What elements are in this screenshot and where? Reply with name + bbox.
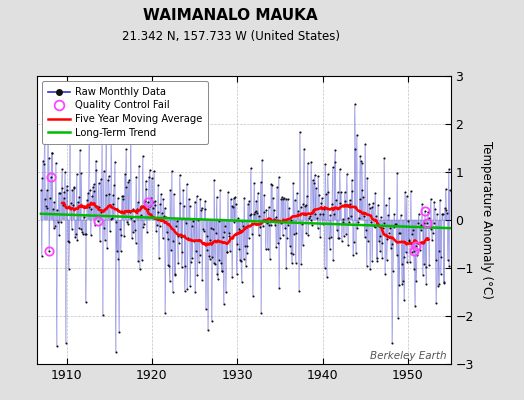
Y-axis label: Temperature Anomaly (°C): Temperature Anomaly (°C) [481, 141, 493, 299]
Text: 21.342 N, 157.733 W (United States): 21.342 N, 157.733 W (United States) [122, 30, 340, 43]
Text: Berkeley Earth: Berkeley Earth [370, 351, 446, 361]
Legend: Raw Monthly Data, Quality Control Fail, Five Year Moving Average, Long-Term Tren: Raw Monthly Data, Quality Control Fail, … [42, 81, 208, 144]
Text: WAIMANALO MAUKA: WAIMANALO MAUKA [143, 8, 318, 23]
